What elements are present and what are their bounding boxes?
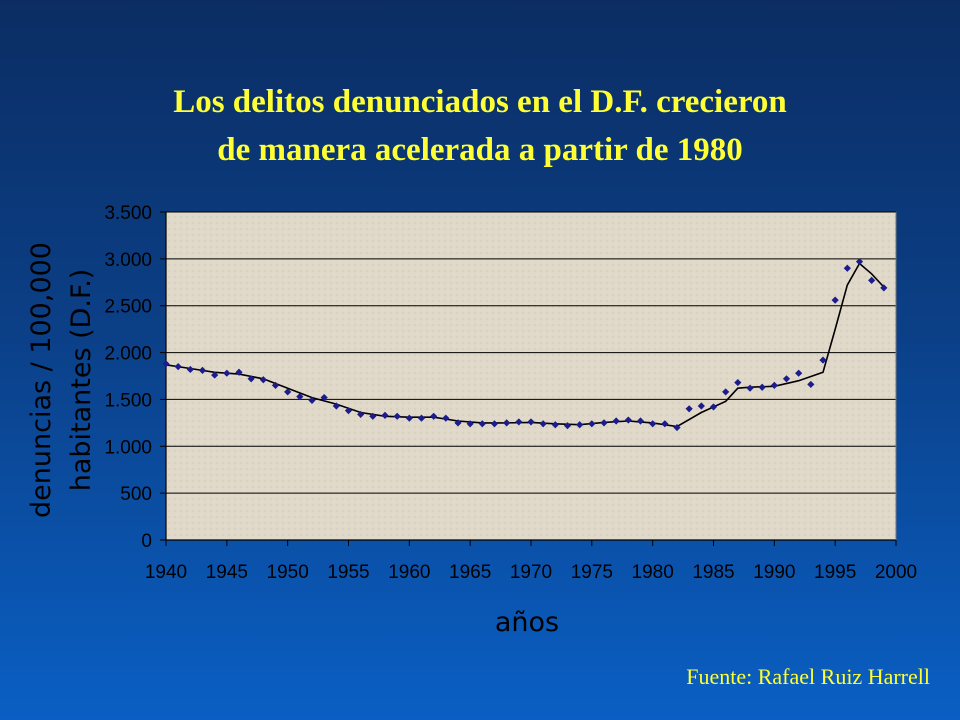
data-point — [722, 388, 730, 396]
data-point — [746, 384, 754, 392]
y-tick-label: 3.500 — [104, 203, 152, 224]
data-point — [417, 414, 426, 422]
data-point — [636, 417, 645, 425]
x-tick-label: 1950 — [267, 562, 309, 583]
x-tick-label: 1960 — [388, 562, 430, 583]
data-point — [855, 258, 864, 266]
x-tick-label: 1980 — [632, 562, 674, 583]
data-point — [211, 371, 219, 379]
x-tick-label: 1945 — [206, 562, 248, 583]
data-point — [357, 410, 365, 419]
data-point — [490, 420, 499, 428]
y-tick-label: 0 — [141, 531, 152, 552]
data-point — [624, 416, 632, 424]
data-point — [685, 405, 693, 413]
source-credit: Fuente: Rafael Ruiz Harrell — [686, 664, 930, 689]
data-point — [174, 363, 182, 371]
data-point — [308, 396, 316, 404]
slide-title: Los delitos denunciados en el D.F. creci… — [0, 78, 960, 174]
data-point — [223, 369, 231, 377]
data-point — [709, 403, 718, 411]
data-point — [588, 420, 596, 428]
y-axis-title-line-2: habitantes (D.F.) — [66, 269, 97, 492]
y-tick-label: 1.000 — [104, 437, 152, 458]
data-point — [539, 420, 547, 428]
data-point — [393, 412, 401, 420]
data-point — [551, 421, 559, 429]
x-tick-label: 1975 — [571, 562, 613, 583]
data-point — [478, 420, 486, 428]
x-tick-label: 1995 — [814, 562, 856, 583]
plot-area — [166, 212, 896, 540]
data-point — [880, 284, 888, 292]
data-point — [503, 419, 511, 427]
y-tick-label: 2.000 — [104, 344, 152, 365]
data-point — [186, 365, 194, 374]
data-point — [296, 393, 304, 401]
data-point — [734, 378, 742, 387]
data-point — [320, 393, 328, 402]
x-tick-label: 1990 — [753, 562, 795, 583]
x-tick-label: 1985 — [692, 562, 734, 583]
data-point — [430, 412, 438, 420]
data-point — [758, 383, 766, 391]
data-point — [284, 388, 292, 396]
data-point — [673, 423, 681, 432]
y-tick-label: 500 — [120, 484, 152, 505]
data-point — [381, 411, 389, 419]
data-point — [795, 369, 803, 377]
data-point — [661, 420, 669, 428]
data-point — [247, 375, 255, 383]
x-tick-label: 1940 — [145, 562, 187, 583]
data-point — [527, 418, 535, 426]
data-point — [563, 422, 572, 430]
data-point — [369, 412, 377, 420]
data-point — [600, 419, 608, 427]
x-axis-title: años — [495, 607, 559, 638]
y-tick-label: 2.500 — [104, 297, 152, 318]
data-point — [259, 376, 267, 384]
data-point — [612, 417, 620, 425]
data-point — [576, 421, 584, 429]
data-point — [515, 418, 523, 426]
data-point — [162, 360, 170, 368]
data-point — [831, 296, 839, 304]
data-point — [405, 414, 413, 422]
slide-title-line-2: de manera acelerada a partir de 1980 — [217, 132, 743, 168]
x-tick-label: 1965 — [449, 562, 491, 583]
data-point — [198, 366, 207, 374]
y-tick-label: 1.500 — [104, 390, 152, 411]
data-point — [697, 402, 705, 410]
x-tick-label: 1970 — [510, 562, 552, 583]
data-point — [454, 419, 462, 427]
data-point — [868, 276, 876, 285]
data-point — [819, 356, 827, 364]
data-point — [271, 381, 280, 389]
data-point — [782, 375, 791, 383]
y-tick-label: 3.000 — [104, 250, 152, 271]
data-point — [770, 381, 778, 389]
x-tick-label: 1955 — [327, 562, 369, 583]
y-axis-title-line-1: denuncias / 100,000 — [26, 242, 57, 518]
slide-title-line-1: Los delitos denunciados en el D.F. creci… — [173, 84, 787, 120]
data-point — [807, 380, 815, 389]
data-point — [344, 407, 353, 415]
data-point — [649, 420, 657, 428]
data-point — [332, 402, 340, 410]
data-point — [442, 414, 450, 422]
data-point — [466, 420, 474, 428]
x-tick-label: 2000 — [875, 562, 917, 583]
data-point — [235, 368, 243, 376]
data-point — [843, 264, 851, 272]
